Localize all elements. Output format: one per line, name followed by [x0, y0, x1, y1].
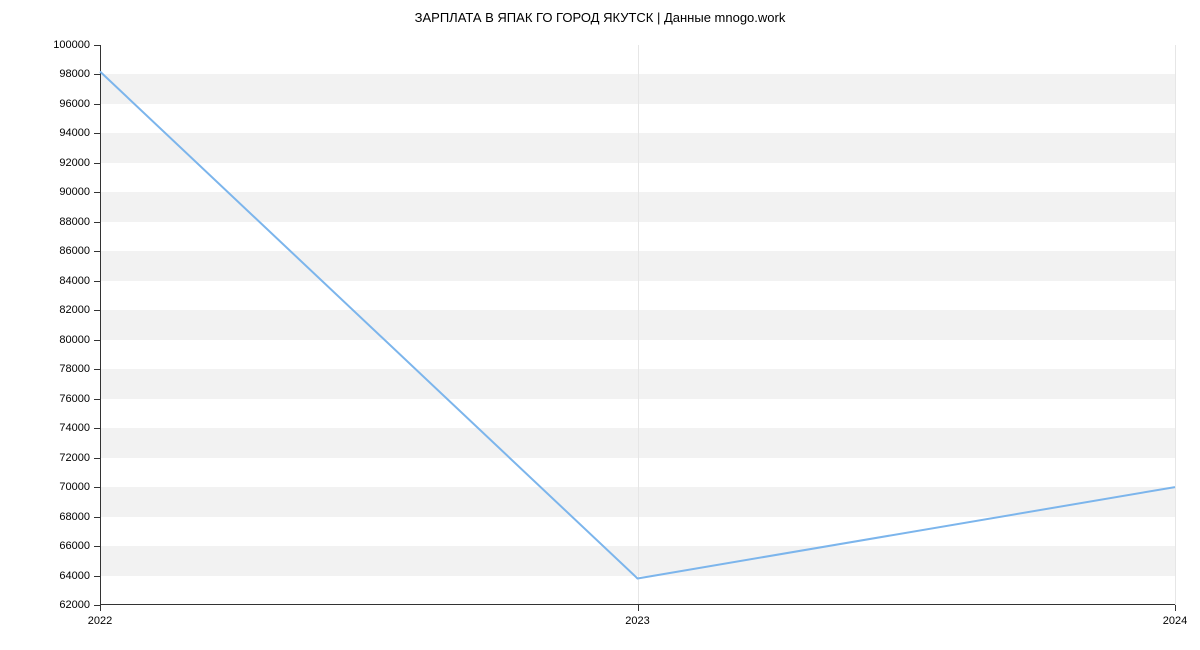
y-tick-mark: [94, 74, 100, 75]
y-tick-label: 72000: [59, 452, 90, 464]
y-tick-label: 82000: [59, 304, 90, 316]
y-tick-mark: [94, 281, 100, 282]
plot-area: [100, 45, 1175, 605]
y-tick-mark: [94, 163, 100, 164]
y-tick-label: 74000: [59, 422, 90, 434]
y-tick-label: 78000: [59, 363, 90, 375]
y-tick-label: 96000: [59, 98, 90, 110]
y-tick-label: 62000: [59, 599, 90, 611]
y-tick-label: 86000: [59, 245, 90, 257]
y-tick-mark: [94, 399, 100, 400]
grid-vline: [1175, 45, 1176, 605]
x-tick-label: 2022: [88, 615, 112, 627]
y-tick-mark: [94, 546, 100, 547]
y-tick-label: 80000: [59, 334, 90, 346]
y-tick-mark: [94, 340, 100, 341]
y-tick-mark: [94, 369, 100, 370]
x-tick-label: 2023: [625, 615, 649, 627]
y-tick-label: 66000: [59, 540, 90, 552]
y-tick-mark: [94, 428, 100, 429]
y-tick-label: 88000: [59, 216, 90, 228]
y-tick-mark: [94, 576, 100, 577]
y-tick-mark: [94, 487, 100, 488]
line-series: [100, 45, 1175, 605]
y-tick-label: 94000: [59, 127, 90, 139]
y-tick-mark: [94, 104, 100, 105]
chart-title: ЗАРПЛАТА В ЯПАК ГО ГОРОД ЯКУТСК | Данные…: [0, 10, 1200, 25]
y-tick-label: 90000: [59, 186, 90, 198]
x-tick-mark: [1175, 605, 1176, 611]
y-tick-mark: [94, 133, 100, 134]
y-tick-label: 92000: [59, 157, 90, 169]
y-tick-label: 70000: [59, 481, 90, 493]
y-tick-label: 64000: [59, 570, 90, 582]
y-tick-mark: [94, 310, 100, 311]
y-tick-mark: [94, 222, 100, 223]
y-tick-label: 68000: [59, 511, 90, 523]
y-tick-label: 76000: [59, 393, 90, 405]
y-tick-mark: [94, 192, 100, 193]
x-tick-label: 2024: [1163, 615, 1187, 627]
x-tick-mark: [638, 605, 639, 611]
y-tick-mark: [94, 251, 100, 252]
y-tick-label: 84000: [59, 275, 90, 287]
y-tick-label: 100000: [53, 39, 90, 51]
y-tick-label: 98000: [59, 68, 90, 80]
y-tick-mark: [94, 458, 100, 459]
x-tick-mark: [100, 605, 101, 611]
y-tick-mark: [94, 517, 100, 518]
y-tick-mark: [94, 45, 100, 46]
